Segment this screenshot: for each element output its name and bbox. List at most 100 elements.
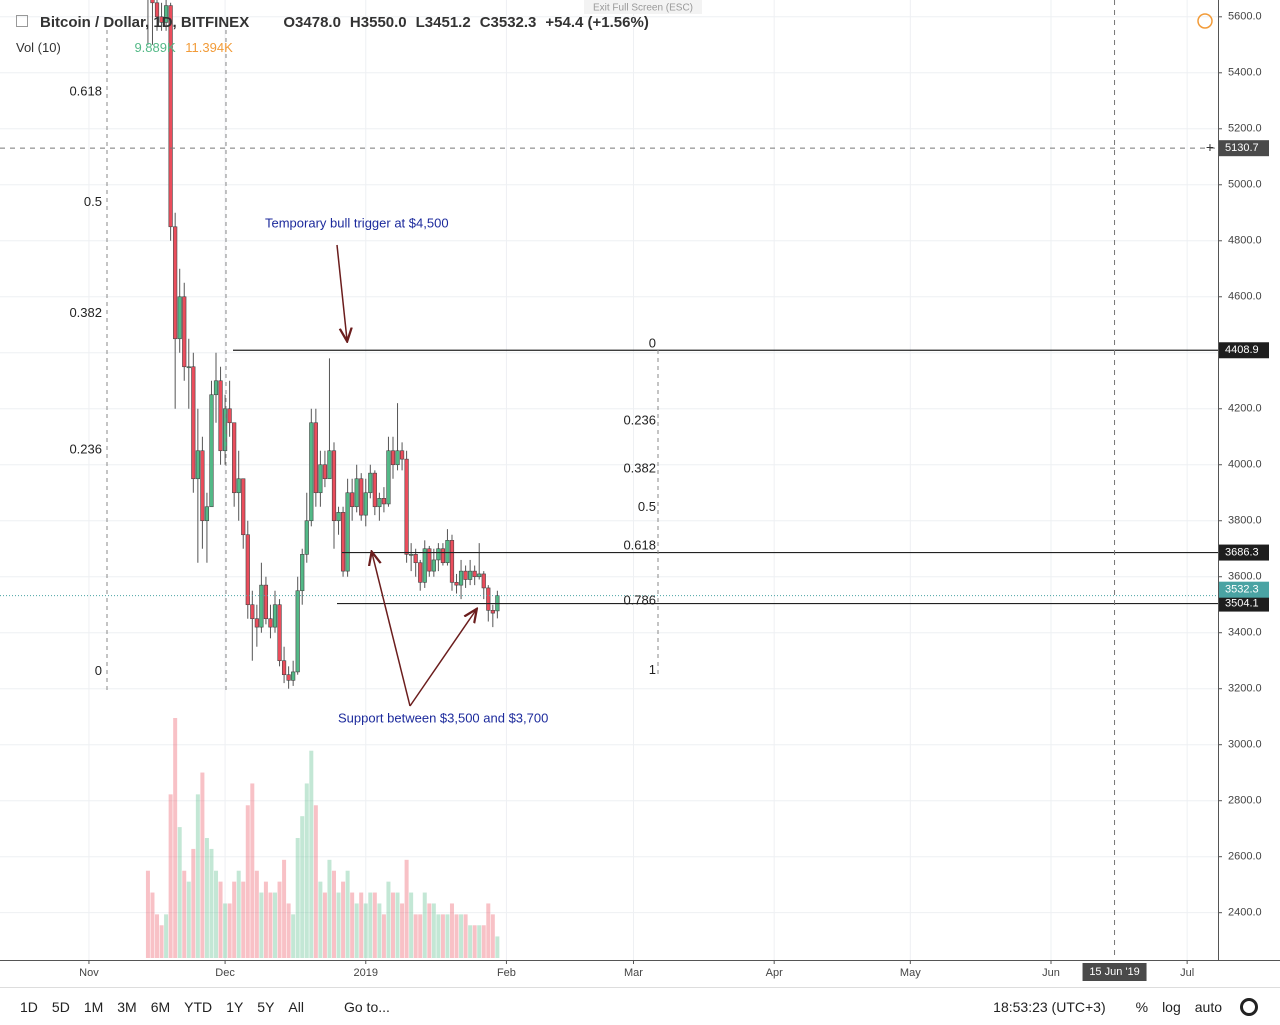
exit-fullscreen[interactable]: Exit Full Screen (ESC) bbox=[593, 3, 693, 14]
volume-bar bbox=[313, 805, 318, 958]
x-tick-label: Apr bbox=[766, 967, 783, 979]
range-button[interactable]: 6M bbox=[150, 998, 171, 1015]
volume-bar bbox=[481, 925, 486, 958]
volume-bar bbox=[413, 914, 418, 958]
header: Bitcoin / Dollar, 1D, BITFINEX O3478.0 H3… bbox=[16, 14, 658, 31]
volume-bar bbox=[440, 914, 445, 958]
fib-label: 0 bbox=[95, 663, 102, 678]
volume-bar bbox=[427, 903, 432, 958]
vol-legend-row: Vol (10) 9.889K 11.394K bbox=[16, 40, 233, 55]
candle-body bbox=[313, 422, 318, 494]
candle-body bbox=[268, 618, 273, 628]
volume-bar bbox=[227, 903, 232, 958]
goto-button[interactable]: Go to... bbox=[343, 998, 390, 1015]
volume-bar bbox=[223, 903, 228, 958]
vol-legend[interactable]: Vol (10) bbox=[16, 40, 61, 55]
candle-body bbox=[350, 492, 355, 508]
volume-bar bbox=[200, 772, 205, 958]
volume-bar bbox=[336, 892, 341, 958]
level-label-bg bbox=[1219, 595, 1269, 612]
volume-bar bbox=[381, 914, 386, 958]
scale-option[interactable]: auto bbox=[1194, 998, 1222, 1015]
candle-body bbox=[468, 570, 473, 580]
candle-body bbox=[209, 394, 214, 508]
volume-bar bbox=[490, 914, 495, 958]
volume-bar bbox=[345, 870, 350, 958]
range-button[interactable]: 5Y bbox=[257, 998, 275, 1015]
alert-icon[interactable] bbox=[1197, 13, 1213, 29]
volume-bar bbox=[341, 881, 346, 958]
volume-bar bbox=[182, 870, 187, 958]
range-button[interactable]: YTD bbox=[184, 998, 213, 1015]
collapse-icon[interactable] bbox=[16, 15, 28, 27]
volume-bar bbox=[418, 914, 423, 958]
volume-bar bbox=[331, 870, 336, 958]
volume-bar bbox=[282, 859, 287, 958]
volume-bar bbox=[468, 925, 473, 958]
volume-bar bbox=[477, 925, 482, 958]
candle-body bbox=[177, 296, 182, 340]
range-button[interactable]: All bbox=[288, 998, 304, 1015]
x-tick-label: Jul bbox=[1180, 967, 1194, 979]
level-label-bg bbox=[1219, 544, 1269, 561]
range-button[interactable]: 1M bbox=[83, 998, 104, 1015]
volume-bar bbox=[177, 827, 182, 958]
level-label: 3504.1 bbox=[1225, 597, 1259, 609]
range-button[interactable]: 1Y bbox=[226, 998, 244, 1015]
arrow bbox=[336, 244, 347, 340]
volume-bar bbox=[186, 881, 191, 958]
scale-option[interactable]: % bbox=[1135, 998, 1149, 1015]
range-button[interactable]: 3M bbox=[117, 998, 137, 1015]
volume-bar bbox=[159, 925, 164, 958]
ohlc: O3478.0 H3550.0 L3451.2 C3532.3 +54.4 (+1.56… bbox=[283, 14, 657, 31]
scale-option[interactable]: log bbox=[1162, 998, 1181, 1015]
candle-body bbox=[318, 464, 323, 494]
candle-body bbox=[427, 548, 432, 572]
crosshair-price: 5130.7 bbox=[1225, 142, 1259, 154]
candle-body bbox=[173, 226, 178, 340]
range-button[interactable]: 5D bbox=[51, 998, 70, 1015]
volume-bar bbox=[291, 914, 296, 958]
range-button[interactable]: 1D bbox=[20, 998, 38, 1015]
volume-bar bbox=[377, 903, 382, 958]
volume-bar bbox=[295, 838, 300, 958]
candle-body bbox=[286, 674, 291, 681]
candle-body bbox=[390, 450, 396, 466]
fib-label: 0.5 bbox=[84, 194, 102, 209]
volume-bar bbox=[422, 892, 427, 958]
candle-body bbox=[163, 5, 169, 23]
volume-bar bbox=[204, 838, 209, 958]
exit-button[interactable] bbox=[584, 0, 702, 14]
volume-bar bbox=[495, 936, 500, 958]
candle-body bbox=[399, 450, 405, 460]
volume-bar bbox=[354, 903, 359, 958]
y-tick-label: 5000.0 bbox=[1228, 179, 1262, 191]
volume-bar bbox=[236, 870, 241, 958]
x-tick-label: 2019 bbox=[354, 967, 378, 979]
candle-body bbox=[254, 618, 259, 628]
y-tick-label: 4800.0 bbox=[1228, 235, 1262, 247]
x-tick-label: Dec bbox=[215, 967, 235, 979]
volume-bar bbox=[459, 914, 464, 958]
candle-body bbox=[259, 584, 264, 628]
volume-bar bbox=[363, 903, 368, 958]
volume-bar bbox=[486, 903, 491, 958]
settings-icon[interactable] bbox=[1240, 997, 1258, 1016]
y-tick-label: 4000.0 bbox=[1228, 459, 1262, 471]
fib-label: 0.236 bbox=[69, 442, 102, 457]
arrow bbox=[372, 553, 411, 707]
volume-bar bbox=[250, 783, 255, 958]
candle-body bbox=[245, 534, 250, 606]
candle-body bbox=[454, 582, 459, 586]
volume-bar bbox=[431, 903, 436, 958]
symbol[interactable]: Bitcoin / Dollar, 1D, BITFINEX bbox=[40, 14, 250, 31]
candle-body bbox=[159, 16, 164, 23]
y-tick-label: 3200.0 bbox=[1228, 683, 1262, 695]
volume-bar bbox=[277, 881, 282, 958]
fib-label: 1 bbox=[649, 662, 656, 677]
candle-body bbox=[191, 366, 196, 480]
vol-value: 9.889K bbox=[134, 40, 176, 55]
y-tick-label: 3800.0 bbox=[1228, 515, 1262, 527]
candle-body bbox=[182, 296, 187, 368]
candle-body bbox=[354, 478, 359, 508]
